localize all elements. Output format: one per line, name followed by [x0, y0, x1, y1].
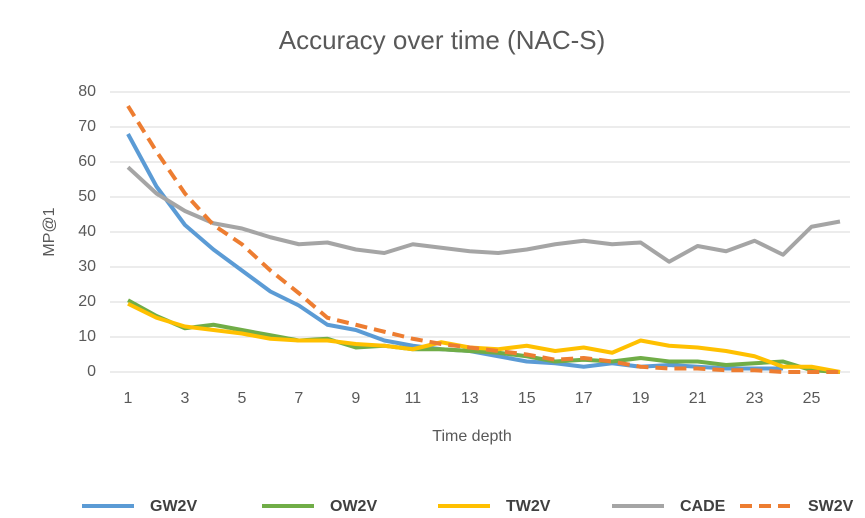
legend-label: SW2V: [808, 498, 854, 515]
y-tick-label: 0: [87, 363, 96, 380]
y-tick-label: 40: [78, 223, 96, 240]
legend-label: OW2V: [330, 498, 377, 515]
x-axis-label: Time depth: [432, 428, 511, 445]
x-tick-label: 19: [632, 390, 650, 407]
x-tick-label: 17: [575, 390, 593, 407]
x-tick-label: 21: [689, 390, 707, 407]
x-tick-label: 7: [294, 390, 303, 407]
y-tick-label: 30: [78, 258, 96, 275]
y-tick-label: 70: [78, 118, 96, 135]
x-tick-label: 11: [404, 390, 421, 407]
x-tick-label: 23: [746, 390, 764, 407]
chart-title: Accuracy over time (NAC-S): [279, 25, 606, 55]
x-tick-label: 9: [351, 390, 360, 407]
y-tick-label: 60: [78, 153, 96, 170]
series-line: [127, 298, 841, 374]
x-tick-label: 1: [124, 390, 133, 407]
y-tick-label: 20: [78, 293, 96, 310]
legend-label: CADE: [680, 498, 726, 515]
legend-label: TW2V: [506, 498, 551, 515]
series-line: [127, 301, 841, 374]
y-tick-label: 80: [78, 83, 96, 100]
x-tick-label: 5: [237, 390, 246, 407]
x-tick-label: 15: [518, 390, 536, 407]
x-tick-label: 13: [461, 390, 479, 407]
x-tick-label: 3: [181, 390, 190, 407]
legend-label: GW2V: [150, 498, 197, 515]
y-axis-label: MP@1: [41, 207, 58, 256]
x-tick-label: 25: [803, 390, 821, 407]
series-line: [126, 104, 840, 374]
y-tick-label: 10: [78, 328, 96, 345]
series-line: [126, 165, 841, 264]
y-tick-label: 50: [78, 188, 96, 205]
